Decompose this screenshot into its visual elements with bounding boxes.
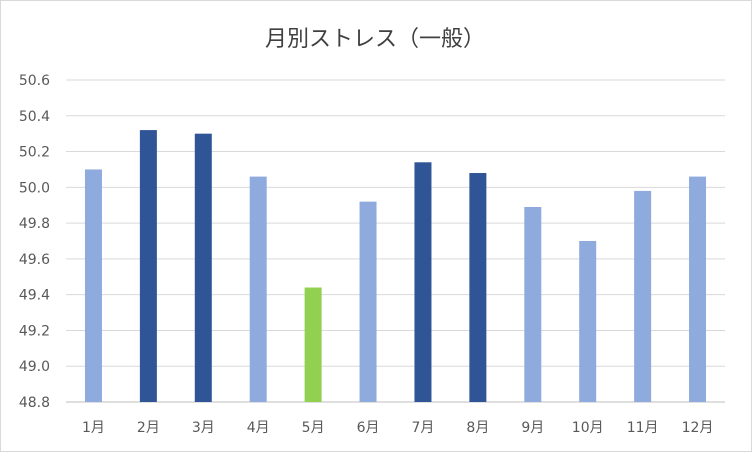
y-tick-label: 49.0 [19, 359, 50, 375]
x-tick-label: 2月 [137, 420, 160, 436]
x-tick-label: 10月 [572, 420, 604, 436]
x-tick-label: 8月 [466, 420, 489, 436]
x-tick-label: 1月 [82, 420, 105, 436]
x-tick-label: 7月 [411, 420, 434, 436]
x-tick-label: 4月 [247, 420, 270, 436]
bar-7 [414, 162, 432, 402]
bar-5 [304, 287, 322, 402]
bars [84, 130, 707, 403]
bar-1 [84, 169, 102, 402]
bar-12 [689, 176, 707, 402]
bar-11 [634, 190, 652, 402]
y-tick-label: 49.8 [19, 216, 50, 232]
x-tick-label: 6月 [357, 420, 380, 436]
x-tick-label: 11月 [627, 420, 659, 436]
x-tick-label: 12月 [682, 420, 714, 436]
bar-9 [524, 207, 542, 402]
y-tick-label: 50.0 [19, 180, 50, 196]
y-tick-label: 50.4 [19, 109, 50, 125]
bar-2 [139, 130, 157, 403]
bar-6 [359, 201, 377, 402]
bar-4 [249, 176, 267, 402]
y-tick-label: 50.2 [19, 145, 50, 161]
bar-10 [579, 241, 597, 402]
bar-3 [194, 133, 212, 402]
y-tick-label: 50.6 [19, 73, 50, 89]
y-tick-label: 49.6 [19, 252, 50, 268]
y-axis-ticks: 48.8 49.0 49.2 49.4 49.6 49.8 50.0 50.2 50.4 50.6 [19, 73, 50, 411]
y-tick-label: 49.4 [19, 288, 50, 304]
gridlines [66, 79, 725, 403]
x-tick-label: 5月 [302, 420, 325, 436]
x-tick-label: 3月 [192, 420, 215, 436]
bar-8 [469, 173, 487, 402]
y-tick-label: 48.8 [19, 395, 50, 411]
x-tick-label: 9月 [521, 420, 544, 436]
chart-title: 月別ストレス（一般） [265, 27, 485, 52]
y-tick-label: 49.2 [19, 323, 50, 339]
x-axis-ticks: 1月 2月 3月 4月 5月 6月 7月 8月 9月 10月 11月 12月 [82, 420, 713, 436]
